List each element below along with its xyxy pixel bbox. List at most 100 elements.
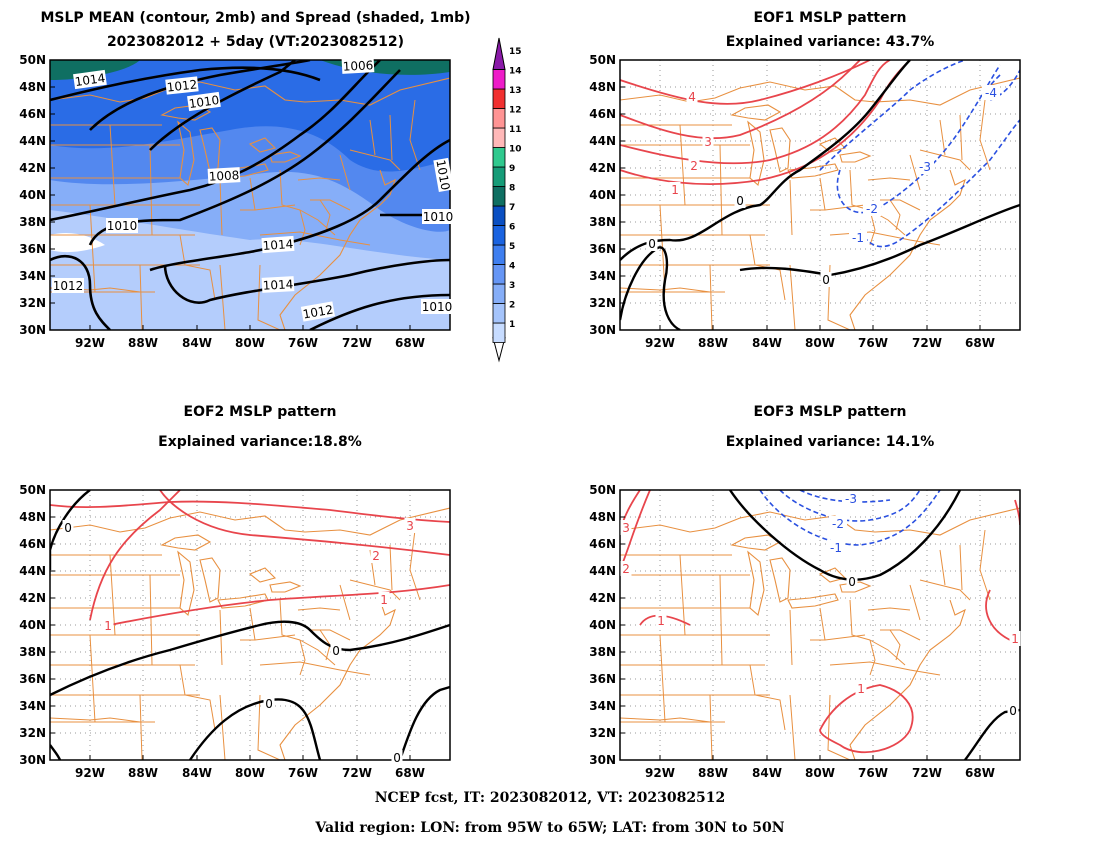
- svg-text:-3: -3: [919, 160, 931, 174]
- lon-tick-label: 92W: [645, 336, 675, 350]
- eof1-contour-label: -3: [916, 159, 934, 174]
- lon-tick-label: 76W: [288, 766, 318, 780]
- colorbar-swatch: [492, 264, 506, 285]
- svg-text:1: 1: [671, 183, 679, 197]
- eof3-contour-label: 1: [855, 681, 867, 696]
- svg-text:0: 0: [332, 644, 340, 658]
- lat-tick-label: 42N: [589, 161, 616, 175]
- svg-text:1010: 1010: [188, 93, 220, 111]
- svg-text:1010: 1010: [107, 219, 138, 233]
- lon-tick-label: 80W: [805, 336, 835, 350]
- svg-text:2: 2: [372, 549, 380, 563]
- spread-shade-zero: [50, 233, 105, 253]
- lon-tick-label: 68W: [965, 766, 995, 780]
- svg-text:0: 0: [822, 273, 830, 287]
- lon-tick-label: 68W: [965, 336, 995, 350]
- eof3-contour-label: -3: [842, 491, 860, 506]
- panel4-title-line2: Explained variance: 14.1%: [725, 434, 935, 450]
- svg-text:-4: -4: [985, 86, 997, 100]
- colorbar-swatch: [492, 147, 506, 168]
- mean-contour-label: 1012: [165, 76, 199, 95]
- svg-text:1014: 1014: [262, 277, 293, 293]
- svg-text:1008: 1008: [208, 168, 239, 184]
- lat-tick-label: 32N: [19, 726, 46, 740]
- mean-contour-label: 1014: [261, 235, 295, 254]
- lon-tick-label: 92W: [75, 766, 105, 780]
- lon-tick-label: 92W: [75, 336, 105, 350]
- mean-contour-label: 1010: [433, 157, 454, 192]
- eof3-contour-label: 3: [620, 520, 632, 535]
- lat-tick-label: 32N: [19, 296, 46, 310]
- colorbar-swatch: [492, 244, 506, 265]
- svg-text:2: 2: [622, 562, 630, 576]
- spread-shade-4: [50, 60, 450, 172]
- svg-text:3: 3: [406, 519, 414, 533]
- eof2-positive-contours: [50, 490, 450, 626]
- svg-text:2: 2: [690, 159, 698, 173]
- colorbar-swatch: [492, 69, 506, 90]
- colorbar-label: 9: [509, 164, 515, 174]
- lat-tick-label: 36N: [19, 672, 46, 686]
- eof2-contour-label: 3: [404, 518, 416, 533]
- colorbar-swatch: [492, 108, 506, 129]
- lon-tick-label: 80W: [805, 766, 835, 780]
- mean-contour-label: 1012: [52, 278, 84, 293]
- lat-tick-label: 48N: [19, 80, 46, 94]
- svg-text:1: 1: [657, 614, 665, 628]
- colorbar-label: 13: [509, 86, 522, 96]
- eof3-contour-label: 0: [1007, 703, 1019, 718]
- eof3-contour-label: -2: [829, 516, 847, 531]
- eof1-contour-label: -1: [849, 230, 867, 245]
- eof1-contour-label: 4: [686, 89, 698, 104]
- eof2-contour-label: 0: [62, 520, 74, 535]
- eof2-contour-label: 1: [378, 592, 390, 607]
- eof1-contour-label: 2: [688, 158, 700, 173]
- svg-text:1014: 1014: [262, 237, 293, 253]
- lat-tick-label: 50N: [19, 483, 46, 497]
- colorbar-label: 10: [509, 145, 522, 155]
- colorbar-swatch: [492, 88, 506, 109]
- colorbar-label: 15: [509, 47, 522, 57]
- eof3-contour-label: 0: [846, 574, 858, 589]
- mean-contour-label: 1010: [422, 209, 454, 224]
- eof1-negative-contours: [819, 60, 1020, 248]
- svg-text:1: 1: [104, 619, 112, 633]
- colorbar-label: 2: [509, 301, 515, 311]
- lat-tick-label: 40N: [589, 618, 616, 632]
- mean-contour-label: 1010: [106, 218, 138, 233]
- eof2-contour-label: 0: [330, 643, 342, 658]
- lat-tick-label: 34N: [19, 269, 46, 283]
- svg-text:3: 3: [704, 135, 712, 149]
- eof1-contour-label: 0: [734, 193, 746, 208]
- panel1-title-line2: 2023082012 + 5day (VT:2023082512): [106, 34, 405, 50]
- svg-text:0: 0: [64, 521, 72, 535]
- colorbar-high-arrow: [492, 37, 506, 70]
- footer-line2: Valid region: LON: from 95W to 65W; LAT:…: [315, 820, 785, 836]
- lat-tick-label: 30N: [589, 323, 616, 337]
- colorbar-label: 8: [509, 184, 515, 194]
- lon-tick-label: 72W: [342, 766, 372, 780]
- mean-contour-label: 1014: [73, 69, 107, 90]
- lon-tick-label: 80W: [235, 336, 265, 350]
- colorbar-label: 3: [509, 281, 515, 291]
- panel2-title-line1: EOF1 MSLP pattern: [753, 10, 907, 26]
- lat-tick-label: 30N: [19, 323, 46, 337]
- colorbar-label: 12: [509, 106, 522, 116]
- lon-tick-label: 72W: [342, 336, 372, 350]
- lon-tick-label: 76W: [288, 336, 318, 350]
- lat-tick-label: 44N: [589, 564, 616, 578]
- colorbar-swatch: [492, 225, 506, 246]
- lat-tick-label: 32N: [589, 296, 616, 310]
- lat-tick-label: 38N: [19, 215, 46, 229]
- svg-text:-1: -1: [852, 231, 864, 245]
- panel2-title-line2: Explained variance: 43.7%: [725, 34, 935, 50]
- lat-tick-label: 30N: [589, 753, 616, 767]
- svg-text:1006: 1006: [342, 58, 373, 74]
- eof2-contour-label: 2: [370, 548, 382, 563]
- lon-tick-label: 72W: [912, 336, 942, 350]
- lat-tick-label: 42N: [589, 591, 616, 605]
- lat-tick-label: 36N: [19, 242, 46, 256]
- lat-tick-label: 48N: [19, 510, 46, 524]
- mean-contour-label: 1010: [421, 299, 453, 314]
